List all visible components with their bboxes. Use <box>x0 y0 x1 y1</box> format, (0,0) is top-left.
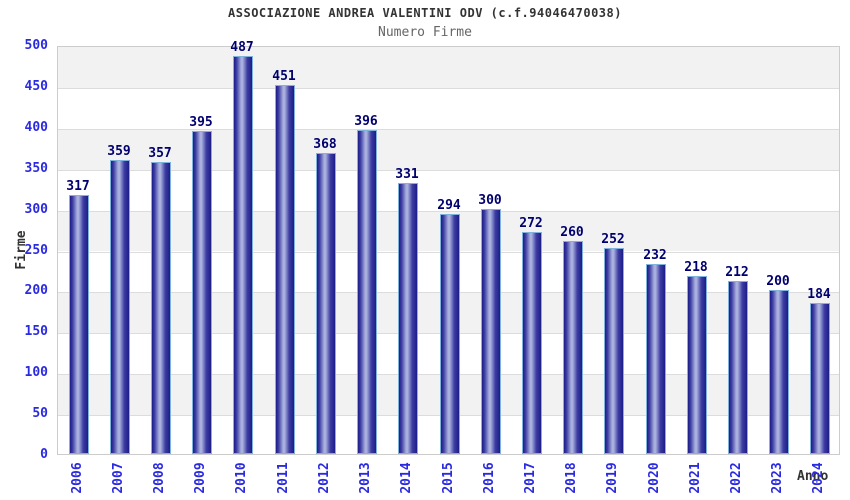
y-tick-label: 400 <box>24 119 48 135</box>
bar-value-label: 368 <box>313 137 337 152</box>
x-tick-label: 2014 <box>399 462 414 494</box>
y-tick-label: 500 <box>24 38 48 53</box>
bar-value-label: 395 <box>189 115 213 130</box>
y-tick-label: 300 <box>24 201 48 217</box>
bar-value-label: 451 <box>272 69 296 84</box>
gridline <box>58 211 839 212</box>
x-tick-label: 2008 <box>152 462 167 494</box>
x-tick-label: 2011 <box>276 462 291 494</box>
bar <box>151 162 171 454</box>
x-tick-label: 2015 <box>441 462 456 494</box>
bar <box>687 276 707 454</box>
y-tick-label: 100 <box>24 365 48 381</box>
x-tick-label: 2010 <box>234 462 249 494</box>
bar-value-label: 487 <box>230 40 254 55</box>
x-tick-label: 2007 <box>111 462 126 494</box>
bar <box>192 131 212 454</box>
x-tick-label: 2017 <box>523 462 538 494</box>
x-tick-label: 2018 <box>564 462 579 494</box>
x-tick-label: 2006 <box>70 462 85 494</box>
y-tick-label: 200 <box>24 283 48 299</box>
bar <box>522 232 542 454</box>
x-axis-title: Anno <box>797 469 829 484</box>
bar-value-label: 396 <box>354 114 378 129</box>
bar-value-label: 184 <box>807 287 831 302</box>
bar <box>604 248 624 454</box>
chart-subtitle: Numero Firme <box>378 25 472 40</box>
plot-area <box>57 46 840 455</box>
bar-value-label: 331 <box>395 167 419 182</box>
grid-band <box>58 47 839 88</box>
x-tick-label: 2009 <box>193 462 208 494</box>
x-tick-label: 2013 <box>358 462 373 494</box>
gridline <box>58 88 839 89</box>
bar <box>398 183 418 454</box>
bar <box>233 56 253 454</box>
bar-value-label: 212 <box>725 265 749 280</box>
x-tick-label: 2020 <box>647 462 662 494</box>
bar <box>440 214 460 454</box>
bar-value-label: 300 <box>478 193 502 208</box>
bar <box>316 153 336 454</box>
x-tick-label: 2021 <box>688 462 703 494</box>
x-tick-label: 2022 <box>729 462 744 494</box>
bar <box>646 264 666 454</box>
bar <box>69 195 89 454</box>
x-tick-label: 2016 <box>482 462 497 494</box>
bar-value-label: 218 <box>684 260 708 275</box>
chart-title: ASSOCIAZIONE ANDREA VALENTINI ODV (c.f.9… <box>228 6 622 20</box>
bar <box>769 290 789 454</box>
x-tick-label: 2019 <box>605 462 620 494</box>
bar <box>728 281 748 454</box>
bar <box>810 303 830 454</box>
bar-value-label: 359 <box>107 144 131 159</box>
bar <box>563 241 583 454</box>
bar-value-label: 200 <box>766 274 790 289</box>
bar-value-label: 357 <box>148 146 172 161</box>
gridline <box>58 170 839 171</box>
bar <box>110 160 130 454</box>
y-tick-label: 150 <box>24 324 48 340</box>
x-tick-label: 2012 <box>317 462 332 494</box>
y-tick-label: 0 <box>40 447 48 462</box>
bar <box>357 130 377 454</box>
y-tick-label: 450 <box>24 78 48 94</box>
gridline <box>58 129 839 130</box>
grid-band <box>58 128 839 170</box>
y-tick-label: 250 <box>24 242 48 258</box>
y-tick-label: 50 <box>32 406 48 422</box>
bar-value-label: 272 <box>519 216 543 231</box>
bar-value-label: 317 <box>66 179 90 194</box>
bar <box>275 85 295 454</box>
x-tick-label: 2024 <box>811 462 826 494</box>
bar-value-label: 294 <box>437 198 461 213</box>
x-tick-label: 2023 <box>770 462 785 494</box>
y-tick-label: 350 <box>24 160 48 176</box>
bar <box>481 209 501 454</box>
bar-value-label: 232 <box>643 248 667 263</box>
bar-value-label: 260 <box>560 225 584 240</box>
bar-value-label: 252 <box>601 232 625 247</box>
